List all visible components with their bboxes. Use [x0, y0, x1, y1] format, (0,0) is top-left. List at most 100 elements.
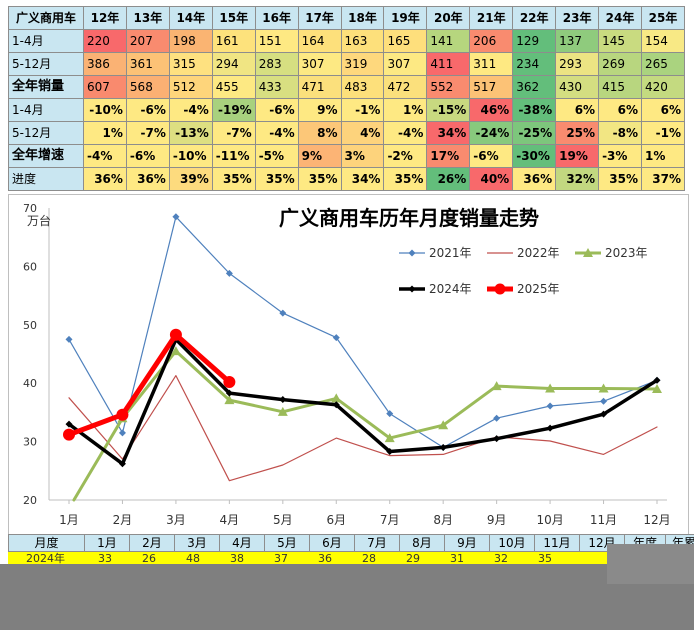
- table-cell: 472: [383, 75, 428, 99]
- table-cell: 145: [598, 29, 642, 53]
- table-cell: -6%: [125, 98, 170, 122]
- year-header: 21年: [469, 6, 514, 30]
- bottom-row-cell: 29: [406, 552, 420, 565]
- data-point: [653, 376, 661, 384]
- table-cell: 34%: [426, 121, 471, 145]
- table-cell: 1%: [383, 98, 428, 122]
- table-cell: 35%: [211, 167, 256, 191]
- y-tick-label: 50: [23, 319, 37, 332]
- bottom-row-cell: 32: [494, 552, 508, 565]
- table-cell: 6%: [598, 98, 642, 122]
- legend-label: 2023年: [605, 246, 648, 260]
- table-cell: -8%: [598, 121, 642, 145]
- data-point: [118, 429, 126, 437]
- data-point: [170, 346, 181, 356]
- table-cell: -6%: [125, 144, 170, 168]
- table-cell: 415: [598, 75, 642, 99]
- table-cell: 19%: [555, 144, 600, 168]
- bottom-header-cell: 5月: [264, 534, 310, 552]
- table-corner-label: 广义商用车: [8, 6, 84, 30]
- monthly-table-row-2024: 2024年332648383736282931323541: [8, 552, 608, 566]
- table-row: 1-4月 220 207 198 161 151 164 163 165 141 206 129 137…: [8, 29, 686, 53]
- data-point: [545, 383, 556, 393]
- data-point: [63, 428, 75, 441]
- x-tick-label: 5月: [273, 513, 293, 527]
- bottom-header-cell: 7月: [354, 534, 400, 552]
- year-header: 22年: [512, 6, 557, 30]
- table-cell: 607: [83, 75, 127, 99]
- table-cell: 517: [469, 75, 514, 99]
- table-cell: 207: [125, 29, 170, 53]
- bottom-row-cell: 26: [142, 552, 156, 565]
- series-line-0: [68, 216, 658, 448]
- bottom-header-cell: 4月: [219, 534, 265, 552]
- bottom-header-cell: 8月: [399, 534, 445, 552]
- table-cell: 455: [211, 75, 256, 99]
- table-cell: 430: [555, 75, 600, 99]
- table-cell: 283: [254, 52, 299, 76]
- chart-title: 广义商用车历年月度销量走势: [279, 206, 539, 230]
- year-header: 24年: [598, 6, 642, 30]
- row-label: 1-4月: [8, 29, 84, 53]
- legend-marker: [494, 283, 506, 295]
- table-cell: -1%: [640, 121, 686, 145]
- table-cell: 35%: [383, 167, 428, 191]
- table-cell: 307: [383, 52, 428, 76]
- table-cell: 17%: [426, 144, 471, 168]
- sales-summary-table: 广义商用车 12年 13年 14年 15年 16年 17年 18年 19年 20年 21年 22年 23…: [8, 6, 686, 191]
- table-cell: 161: [211, 29, 256, 53]
- table-cell: 154: [640, 29, 686, 53]
- table-cell: 6%: [640, 98, 686, 122]
- y-tick-label: 30: [23, 436, 37, 449]
- data-point: [331, 393, 342, 403]
- table-cell: 362: [512, 75, 557, 99]
- x-tick-label: 4月: [220, 513, 240, 527]
- year-header: 15年: [211, 6, 256, 30]
- legend-marker: [408, 249, 416, 257]
- row-label: 5-12月: [8, 52, 84, 76]
- y-tick-label: 40: [23, 377, 37, 390]
- bottom-row-cell: 36: [318, 552, 332, 565]
- table-cell: -4%: [383, 121, 428, 145]
- bottom-row-cell: 33: [98, 552, 112, 565]
- legend-label: 2024年: [429, 282, 472, 296]
- table-cell: 35%: [598, 167, 642, 191]
- redacted-corner: [607, 544, 694, 584]
- table-cell: -7%: [125, 121, 170, 145]
- table-cell: 361: [125, 52, 170, 76]
- table-cell: 163: [340, 29, 385, 53]
- table-cell: -6%: [469, 144, 514, 168]
- table-cell: 151: [254, 29, 299, 53]
- data-point: [225, 269, 233, 277]
- table-cell: 294: [211, 52, 256, 76]
- table-cell: -2%: [383, 144, 428, 168]
- bottom-header-cell: 1月: [84, 534, 130, 552]
- data-point: [172, 213, 180, 221]
- bottom-header-cell: 6月: [309, 534, 355, 552]
- table-cell: 40%: [469, 167, 514, 191]
- series-line-1: [68, 375, 658, 482]
- table-cell: 34%: [340, 167, 385, 191]
- table-cell: -10%: [168, 144, 213, 168]
- table-cell: 26%: [426, 167, 471, 191]
- table-cell: 3%: [340, 144, 385, 168]
- table-cell: 36%: [83, 167, 127, 191]
- data-point: [118, 460, 126, 468]
- x-tick-label: 2月: [113, 513, 133, 527]
- table-cell: 164: [297, 29, 342, 53]
- x-tick-label: 3月: [166, 513, 186, 527]
- table-cell: 165: [383, 29, 428, 53]
- table-cell: 9%: [297, 144, 342, 168]
- table-cell: 433: [254, 75, 299, 99]
- data-point: [277, 406, 288, 416]
- year-header: 12年: [83, 6, 127, 30]
- data-point: [546, 402, 554, 410]
- table-cell: 552: [426, 75, 471, 99]
- bottom-header-cell: 11月: [534, 534, 580, 552]
- bottom-row-cell: 35: [538, 552, 552, 565]
- table-cell: 46%: [469, 98, 514, 122]
- table-cell: 198: [168, 29, 213, 53]
- x-tick-label: 7月: [380, 513, 400, 527]
- table-row: 5-12月 386 361 315 294 283 307 319 307 411 311 234 29…: [8, 52, 686, 76]
- year-header: 13年: [125, 6, 170, 30]
